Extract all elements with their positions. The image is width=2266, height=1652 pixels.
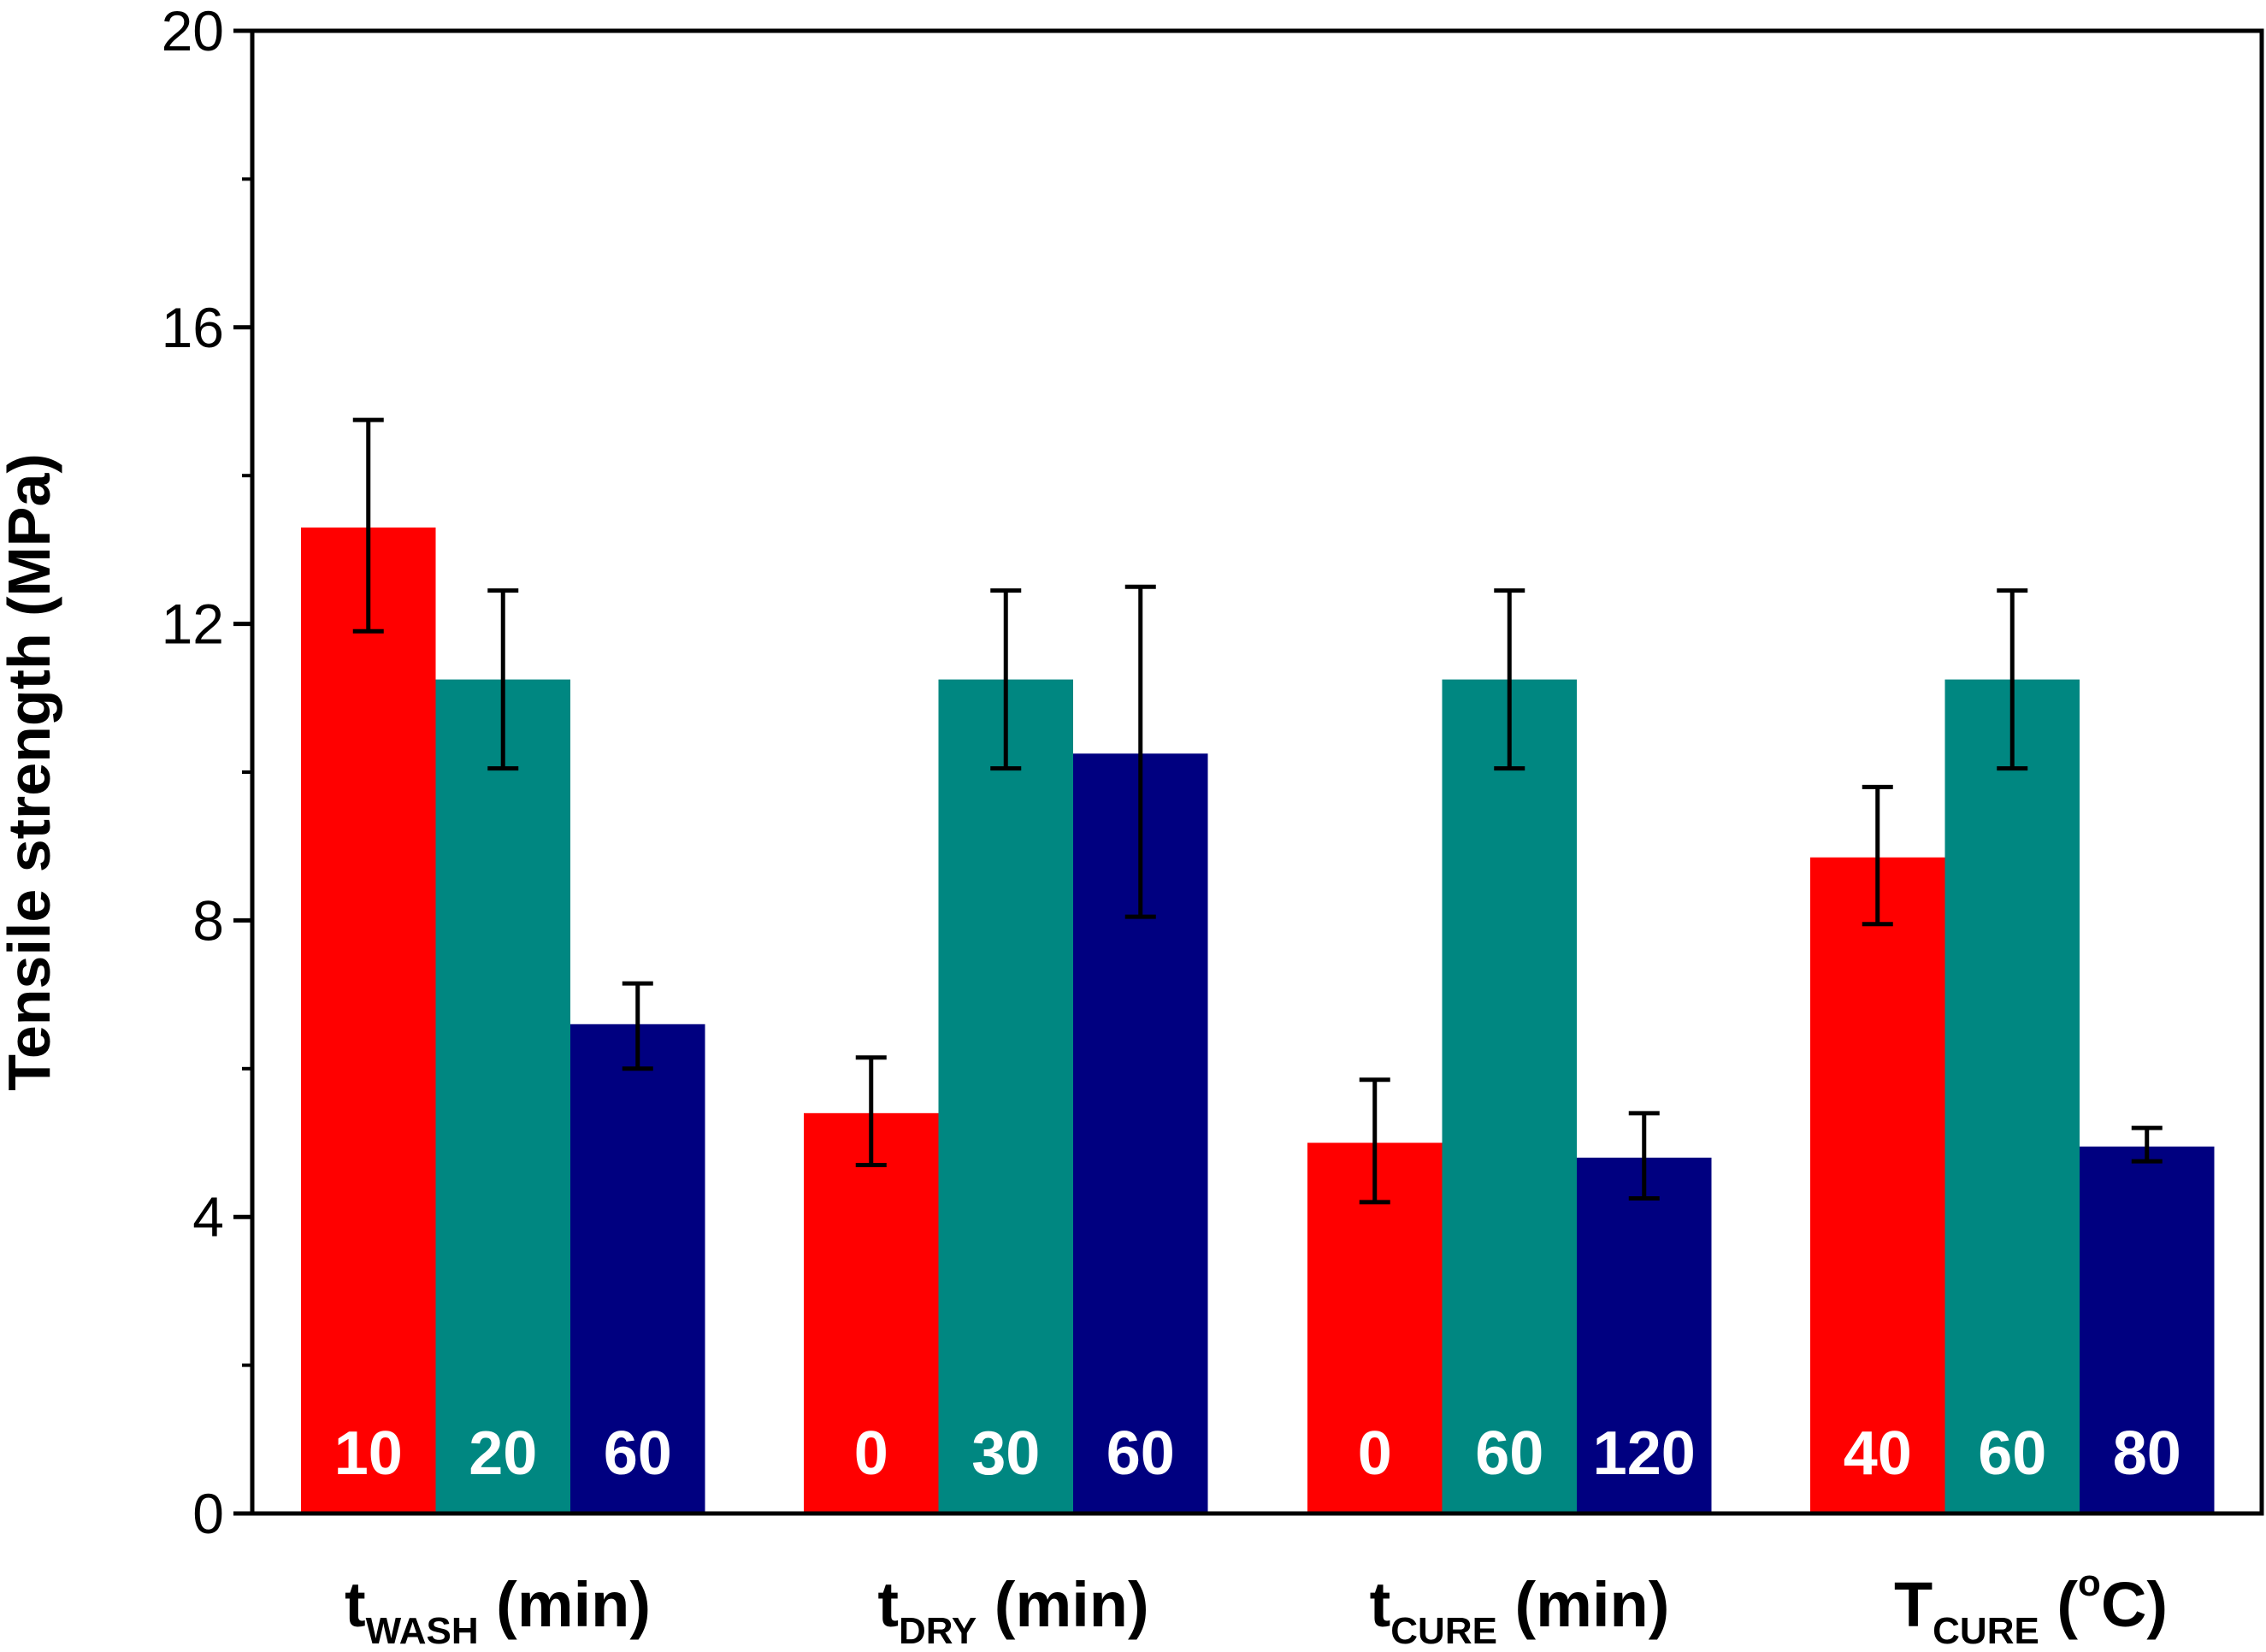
group-label-dry: tDRY (min) bbox=[877, 1569, 1148, 1652]
y-tick-label-20: 20 bbox=[162, 0, 224, 62]
bar-g2-2 bbox=[1577, 1157, 1712, 1513]
bar-g1-1 bbox=[938, 679, 1073, 1513]
bar-label-g3-0: 40 bbox=[1844, 1419, 1912, 1488]
bar-label-g1-1: 30 bbox=[971, 1419, 1040, 1488]
y-tick-label-16: 16 bbox=[162, 296, 224, 359]
group-label-cure-temp: TCURE (oC) bbox=[1894, 1562, 2168, 1652]
error-bar-g1-1 bbox=[990, 588, 1022, 771]
bar-label-g0-2: 60 bbox=[604, 1419, 672, 1488]
bar-value-labels-layer: 10 20 60 0 30 60 0 60 120 40 60 80 bbox=[334, 1419, 2181, 1488]
bar-label-g0-1: 20 bbox=[469, 1419, 537, 1488]
bar-g2-0 bbox=[1307, 1142, 1443, 1513]
bar-g3-0 bbox=[1810, 857, 1945, 1513]
error-bar-g3-1 bbox=[1997, 588, 2028, 771]
y-tick-label-4: 4 bbox=[192, 1185, 224, 1248]
bars-layer bbox=[301, 527, 2215, 1513]
error-bar-g3-0 bbox=[1862, 784, 1893, 927]
bar-g2-1 bbox=[1442, 679, 1577, 1513]
error-bar-g2-0 bbox=[1359, 1077, 1390, 1205]
error-bar-g0-1 bbox=[487, 588, 519, 771]
bar-label-g2-2: 120 bbox=[1593, 1419, 1696, 1488]
error-bar-g3-2 bbox=[2131, 1125, 2163, 1164]
bar-g3-2 bbox=[2080, 1146, 2215, 1513]
bar-label-g3-2: 80 bbox=[2113, 1419, 2181, 1488]
bar-label-g0-0: 10 bbox=[334, 1419, 403, 1488]
bar-label-g1-2: 60 bbox=[1106, 1419, 1175, 1488]
bar-g0-1 bbox=[435, 679, 570, 1513]
bar-g1-0 bbox=[804, 1112, 939, 1513]
error-bar-g1-0 bbox=[855, 1055, 887, 1168]
error-bar-g1-2 bbox=[1124, 584, 1156, 919]
bar-label-g1-0: 0 bbox=[854, 1419, 888, 1488]
error-bar-g2-2 bbox=[1628, 1111, 1660, 1201]
bar-g0-0 bbox=[301, 527, 436, 1513]
error-bar-g0-0 bbox=[352, 417, 384, 634]
bar-label-g2-1: 60 bbox=[1475, 1419, 1543, 1488]
y-axis-ticks: 0 4 8 12 16 20 bbox=[162, 0, 252, 1545]
y-tick-label-0: 0 bbox=[192, 1482, 224, 1545]
group-label-wash: tWASH (min) bbox=[345, 1569, 651, 1652]
error-bar-g0-2 bbox=[622, 981, 653, 1071]
bar-g0-2 bbox=[570, 1024, 705, 1513]
y-tick-label-12: 12 bbox=[162, 593, 224, 656]
error-bars-layer bbox=[352, 417, 2163, 1205]
group-label-cure-time: tCURE (min) bbox=[1370, 1569, 1670, 1652]
bar-label-g3-1: 60 bbox=[1978, 1419, 2046, 1488]
bar-g3-1 bbox=[1944, 679, 2080, 1513]
y-axis-title: Tensile strength (MPa) bbox=[0, 453, 62, 1090]
error-bar-g2-1 bbox=[1494, 588, 1525, 771]
y-tick-label-8: 8 bbox=[192, 888, 224, 952]
bar-label-g2-0: 0 bbox=[1358, 1419, 1392, 1488]
